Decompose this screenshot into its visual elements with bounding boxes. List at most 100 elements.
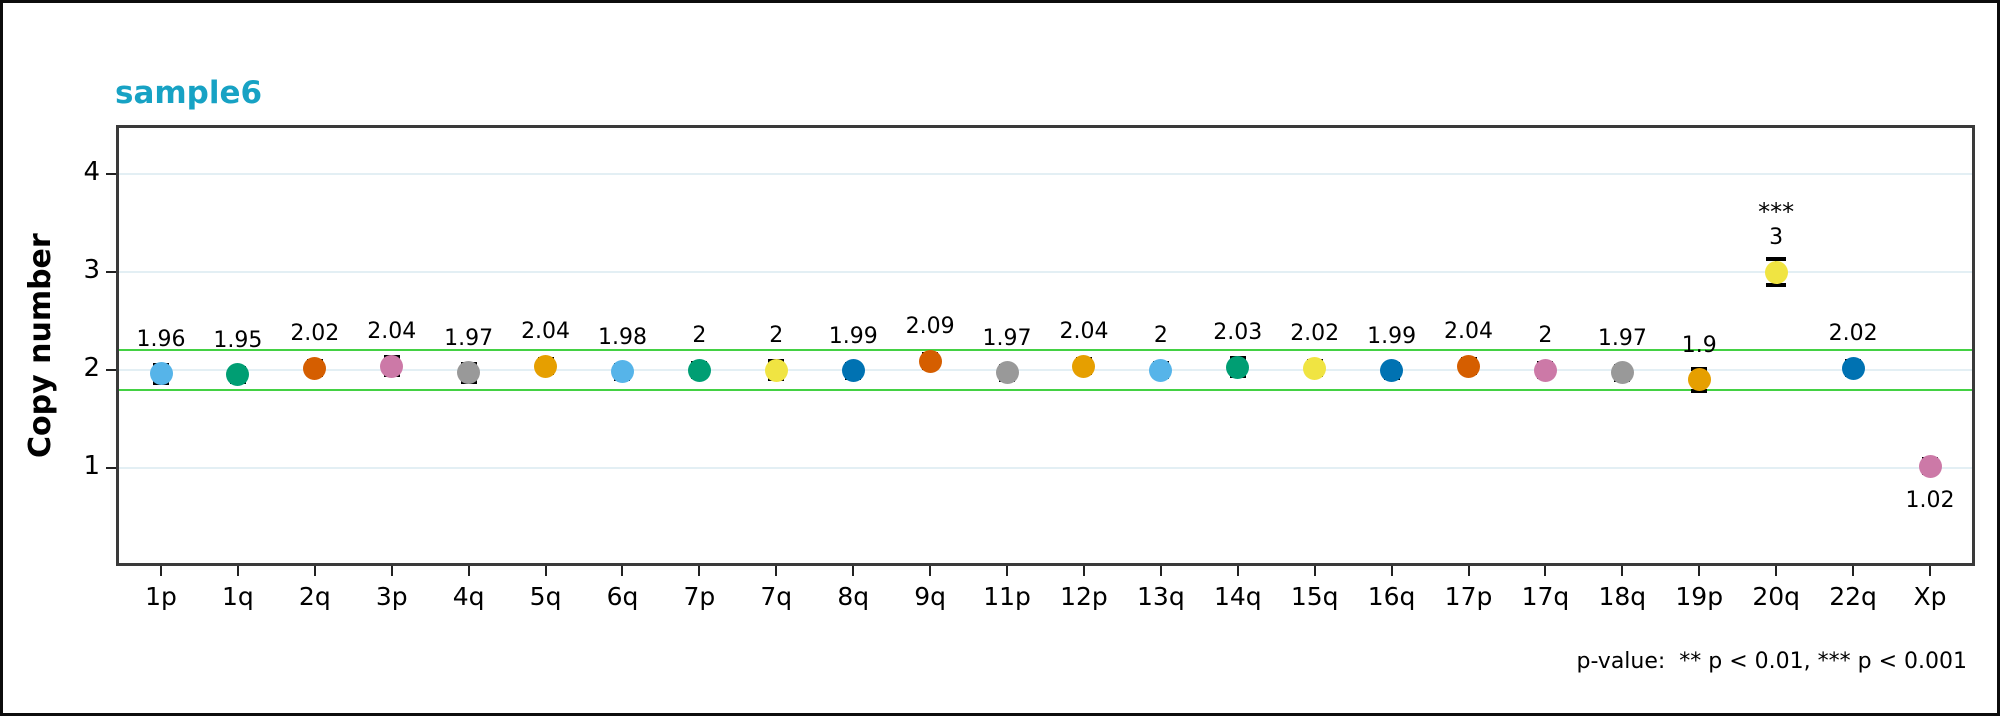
data-point-1p xyxy=(149,362,173,386)
error-bar-cap-top-20q xyxy=(1766,257,1787,262)
y-tick-label-3: 3 xyxy=(83,255,100,285)
data-point-22q xyxy=(1841,356,1865,380)
chart-title: sample6 xyxy=(115,75,263,111)
value-label-9q: 2.09 xyxy=(905,314,955,340)
value-label-2q: 2.02 xyxy=(290,321,340,347)
x-tick-1p xyxy=(160,566,162,576)
x-tick-7p xyxy=(698,566,701,576)
value-label-14q: 2.03 xyxy=(1213,320,1263,346)
x-tick-label-22q: 22q xyxy=(1829,582,1877,611)
x-tick-20q xyxy=(1775,566,1778,576)
value-label-17q: 2 xyxy=(1538,323,1553,348)
x-tick-14q xyxy=(1236,566,1239,576)
error-bar-cap-bottom-20q xyxy=(1766,282,1787,287)
data-point-2q xyxy=(303,356,327,380)
x-tick-2q xyxy=(313,566,316,576)
y-tick-2 xyxy=(106,369,116,371)
x-tick-label-14q: 14q xyxy=(1213,582,1262,611)
gridline-y1 xyxy=(119,467,1972,469)
gridline-y4 xyxy=(119,173,1972,175)
x-tick-5q xyxy=(544,566,547,576)
x-tick-label-3p: 3p xyxy=(375,582,408,611)
x-tick-label-Xp: Xp xyxy=(1913,582,1947,611)
threshold-line-upper xyxy=(119,349,1972,352)
x-tick-label-4q: 4q xyxy=(452,582,485,611)
x-tick-label-8q: 8q xyxy=(837,582,870,611)
x-tick-15q xyxy=(1313,566,1316,576)
data-point-1q xyxy=(226,363,250,387)
data-point-5q xyxy=(534,354,558,378)
x-tick-3p xyxy=(390,566,393,576)
data-point-13q xyxy=(1149,358,1173,382)
x-tick-12p xyxy=(1082,566,1085,576)
value-label-19p: 1.9 xyxy=(1681,332,1717,358)
value-label-8q: 1.99 xyxy=(828,323,878,349)
value-label-13q: 2 xyxy=(1153,323,1168,348)
data-point-18q xyxy=(1610,361,1634,385)
data-point-8q xyxy=(841,359,865,383)
x-tick-label-20q: 20q xyxy=(1752,582,1801,611)
x-tick-label-5q: 5q xyxy=(529,582,562,611)
value-label-22q: 2.02 xyxy=(1828,321,1878,347)
x-tick-label-11p: 11p xyxy=(983,582,1031,611)
value-label-Xp: 1.02 xyxy=(1905,488,1955,514)
x-tick-label-19p: 19p xyxy=(1675,582,1724,611)
value-label-7q: 2 xyxy=(769,323,784,348)
x-tick-11p xyxy=(1006,566,1009,576)
data-point-7p xyxy=(687,358,711,382)
x-tick-label-6q: 6q xyxy=(606,582,639,611)
x-tick-8q xyxy=(852,566,855,576)
data-point-Xp xyxy=(1918,454,1942,478)
gridline-y3 xyxy=(119,271,1972,273)
value-label-17p: 2.04 xyxy=(1444,319,1493,345)
x-tick-4q xyxy=(467,566,470,576)
x-tick-6q xyxy=(621,566,624,576)
y-tick-3 xyxy=(106,271,116,273)
data-point-3p xyxy=(380,354,404,378)
value-label-12p: 2.04 xyxy=(1059,319,1109,345)
x-tick-17p xyxy=(1467,566,1470,576)
y-tick-label-4: 4 xyxy=(83,157,100,187)
value-label-16q: 1.99 xyxy=(1367,323,1417,349)
data-point-20q xyxy=(1764,260,1788,284)
data-point-17p xyxy=(1457,354,1481,378)
y-tick-label-2: 2 xyxy=(83,353,100,383)
value-label-7p: 2 xyxy=(692,323,707,348)
value-label-6q: 1.98 xyxy=(597,324,647,350)
x-tick-label-13q: 13q xyxy=(1137,582,1185,611)
x-tick-22q xyxy=(1852,566,1855,576)
x-tick-Xp xyxy=(1929,566,1931,576)
data-point-12p xyxy=(1072,354,1096,378)
significance-label-20q: *** xyxy=(1758,198,1795,226)
y-axis-label: Copy number xyxy=(23,233,58,458)
x-tick-19p xyxy=(1698,566,1701,576)
value-label-15q: 2.02 xyxy=(1290,321,1340,347)
data-point-7q xyxy=(764,358,788,382)
x-tick-17q xyxy=(1544,566,1547,576)
value-label-3p: 2.04 xyxy=(367,319,417,345)
footnote-pvalue-legend: p-value: ** p < 0.01, *** p < 0.001 xyxy=(1576,649,1967,674)
x-tick-label-7q: 7q xyxy=(760,582,793,611)
data-point-19p xyxy=(1687,368,1711,392)
x-tick-7q xyxy=(775,566,778,576)
x-tick-label-16q: 16q xyxy=(1367,582,1416,611)
value-label-4q: 1.97 xyxy=(444,325,494,351)
x-tick-label-15q: 15q xyxy=(1290,582,1339,611)
data-point-17q xyxy=(1533,358,1557,382)
data-point-11p xyxy=(995,361,1019,385)
x-tick-label-17p: 17p xyxy=(1444,582,1493,611)
value-label-1p: 1.96 xyxy=(136,326,186,352)
x-tick-18q xyxy=(1621,566,1624,576)
plot-area xyxy=(116,125,1975,566)
data-point-6q xyxy=(610,360,634,384)
x-tick-1q xyxy=(236,566,239,576)
value-label-5q: 2.04 xyxy=(521,319,571,345)
x-tick-label-12p: 12p xyxy=(1060,582,1108,611)
data-point-4q xyxy=(457,361,481,385)
x-tick-9q xyxy=(929,566,932,576)
y-tick-4 xyxy=(106,173,116,175)
data-point-15q xyxy=(1303,356,1327,380)
value-label-1q: 1.95 xyxy=(213,327,263,353)
x-tick-label-18q: 18q xyxy=(1598,582,1647,611)
